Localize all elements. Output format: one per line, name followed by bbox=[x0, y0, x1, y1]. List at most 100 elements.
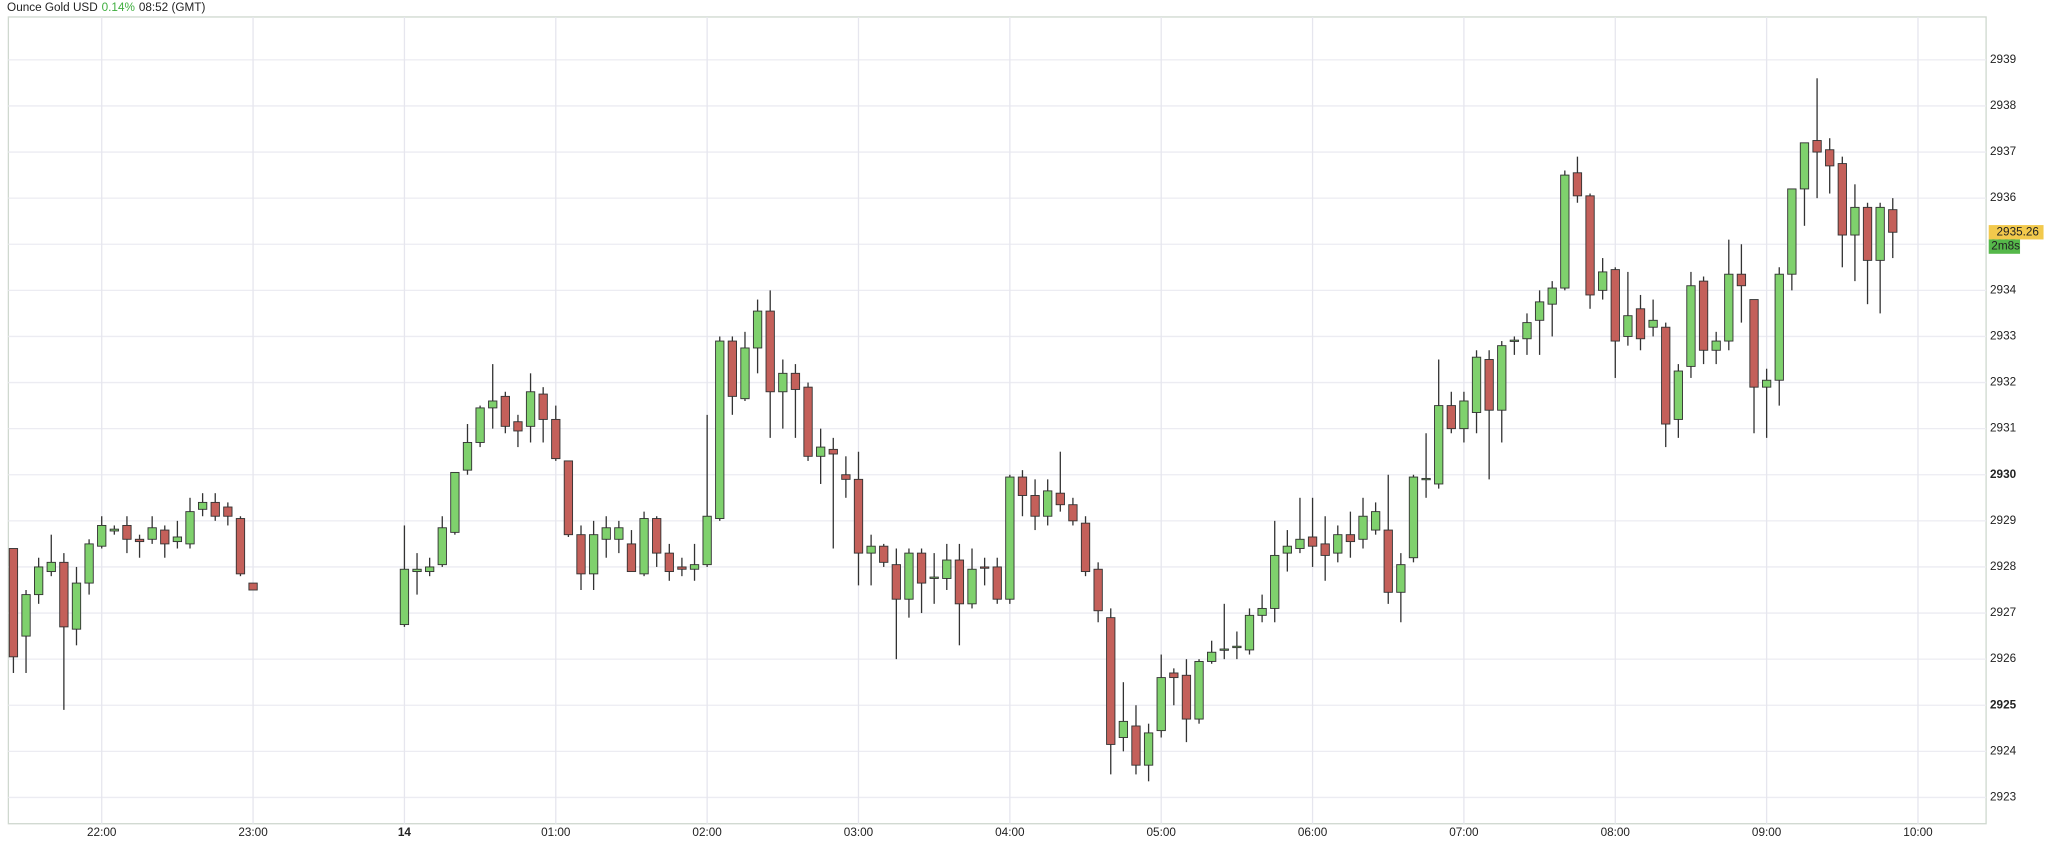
candle-body bbox=[1017, 476, 1028, 496]
candle-body bbox=[210, 501, 220, 517]
candle-body bbox=[1383, 529, 1393, 593]
candle-body bbox=[513, 421, 523, 432]
x-tick-label: 09:00 bbox=[1752, 826, 1782, 839]
y-tick-label: 2930 bbox=[1990, 468, 2017, 481]
x-tick-label: 03:00 bbox=[844, 826, 874, 839]
candle-body bbox=[1862, 206, 1873, 261]
candle-body bbox=[1005, 476, 1015, 600]
candle-body bbox=[1598, 271, 1608, 291]
candle-body bbox=[1219, 648, 1229, 651]
countdown-box bbox=[1988, 239, 2021, 254]
candle-body bbox=[1333, 534, 1343, 554]
candle-body bbox=[1837, 163, 1847, 236]
candle-body bbox=[1635, 308, 1646, 340]
candle-body bbox=[1370, 511, 1381, 531]
candle-body bbox=[601, 527, 611, 540]
candle-body bbox=[879, 545, 889, 563]
y-tick-label: 2938 bbox=[1990, 99, 2017, 112]
candle-body bbox=[954, 559, 965, 605]
candle-body bbox=[1799, 142, 1810, 190]
plot-frame bbox=[7, 16, 1987, 825]
chart-title: Ounce Gold USD bbox=[7, 1, 98, 14]
candle-body bbox=[160, 529, 170, 545]
candle-body bbox=[1055, 492, 1065, 506]
candle-body bbox=[1509, 339, 1520, 342]
y-tick-label: 2925 bbox=[1990, 698, 2017, 711]
candle-body bbox=[248, 582, 258, 591]
candle-body bbox=[816, 446, 826, 457]
candle-body bbox=[1093, 568, 1103, 612]
candle-body bbox=[21, 594, 31, 637]
y-tick-label: 2936 bbox=[1990, 191, 2017, 204]
candle-body bbox=[223, 506, 233, 517]
candle-body bbox=[979, 566, 990, 569]
x-tick-label: 23:00 bbox=[238, 826, 268, 839]
candle-body bbox=[664, 552, 674, 573]
candles bbox=[8, 78, 1898, 782]
candle-body bbox=[1030, 495, 1040, 517]
candle-body bbox=[1408, 476, 1419, 559]
candle-body bbox=[109, 528, 119, 532]
candle-body bbox=[853, 478, 864, 554]
candle-body bbox=[425, 566, 435, 573]
candle-body bbox=[475, 407, 485, 443]
candle-body bbox=[1143, 732, 1154, 766]
candle-body bbox=[1888, 209, 1898, 233]
candle-body bbox=[59, 561, 69, 628]
candle-body bbox=[462, 442, 473, 471]
candle-body bbox=[1585, 195, 1595, 296]
y-tick-label: 2937 bbox=[1990, 145, 2016, 158]
candle-body bbox=[1698, 280, 1709, 351]
candle-body bbox=[1522, 322, 1532, 340]
x-tick-label: 14 bbox=[398, 826, 412, 839]
x-tick-label: 02:00 bbox=[692, 826, 722, 839]
candle-body bbox=[46, 561, 56, 573]
candle-body bbox=[1736, 273, 1747, 287]
candle-body bbox=[1610, 269, 1620, 342]
candle-body bbox=[1749, 299, 1759, 388]
y-tick-label: 2934 bbox=[1990, 283, 2017, 296]
candle-body bbox=[8, 548, 19, 658]
candle-body bbox=[1787, 188, 1797, 275]
candle-body bbox=[1648, 319, 1658, 328]
candle-body bbox=[134, 538, 145, 543]
candle-body bbox=[71, 582, 82, 630]
x-tick-label: 04:00 bbox=[995, 826, 1025, 839]
candle-body bbox=[967, 568, 977, 605]
candle-body bbox=[1068, 504, 1078, 522]
candle-body bbox=[1572, 172, 1583, 197]
candle-body bbox=[500, 395, 510, 427]
x-tick-label: 05:00 bbox=[1147, 826, 1177, 839]
candle-body bbox=[1434, 405, 1444, 485]
candle-body bbox=[639, 518, 649, 575]
y-tick-label: 2923 bbox=[1990, 791, 2017, 804]
candle-body bbox=[916, 552, 927, 584]
candle-body bbox=[576, 534, 586, 575]
labels: 2923 2924 2925 2926 2927 2928 2929 2930 2931 2932… bbox=[87, 53, 2044, 839]
candle-body bbox=[790, 372, 801, 390]
candle-body bbox=[778, 372, 788, 393]
candle-body bbox=[752, 310, 763, 349]
candle-body bbox=[841, 474, 851, 480]
candle-body bbox=[1244, 614, 1255, 651]
candle-body bbox=[1761, 379, 1772, 388]
candle-body bbox=[437, 527, 447, 566]
candle-body bbox=[525, 391, 536, 427]
candle-body bbox=[992, 566, 1002, 600]
candle-body bbox=[1484, 359, 1494, 411]
candle-body bbox=[97, 524, 107, 547]
candle-body bbox=[1320, 543, 1330, 556]
candle-body bbox=[1131, 725, 1141, 766]
candle-body bbox=[399, 568, 410, 626]
candle-body bbox=[551, 418, 561, 460]
y-tick-label: 2932 bbox=[1990, 376, 2016, 389]
candle-body bbox=[1661, 326, 1671, 425]
time: 08:52 (GMT) bbox=[139, 1, 206, 14]
candle-body bbox=[84, 543, 94, 584]
candle-body bbox=[1547, 287, 1557, 305]
change: 0.14% bbox=[102, 1, 136, 14]
candle-body bbox=[677, 566, 687, 570]
candle-body bbox=[1673, 370, 1683, 420]
candle-body bbox=[1080, 522, 1091, 573]
